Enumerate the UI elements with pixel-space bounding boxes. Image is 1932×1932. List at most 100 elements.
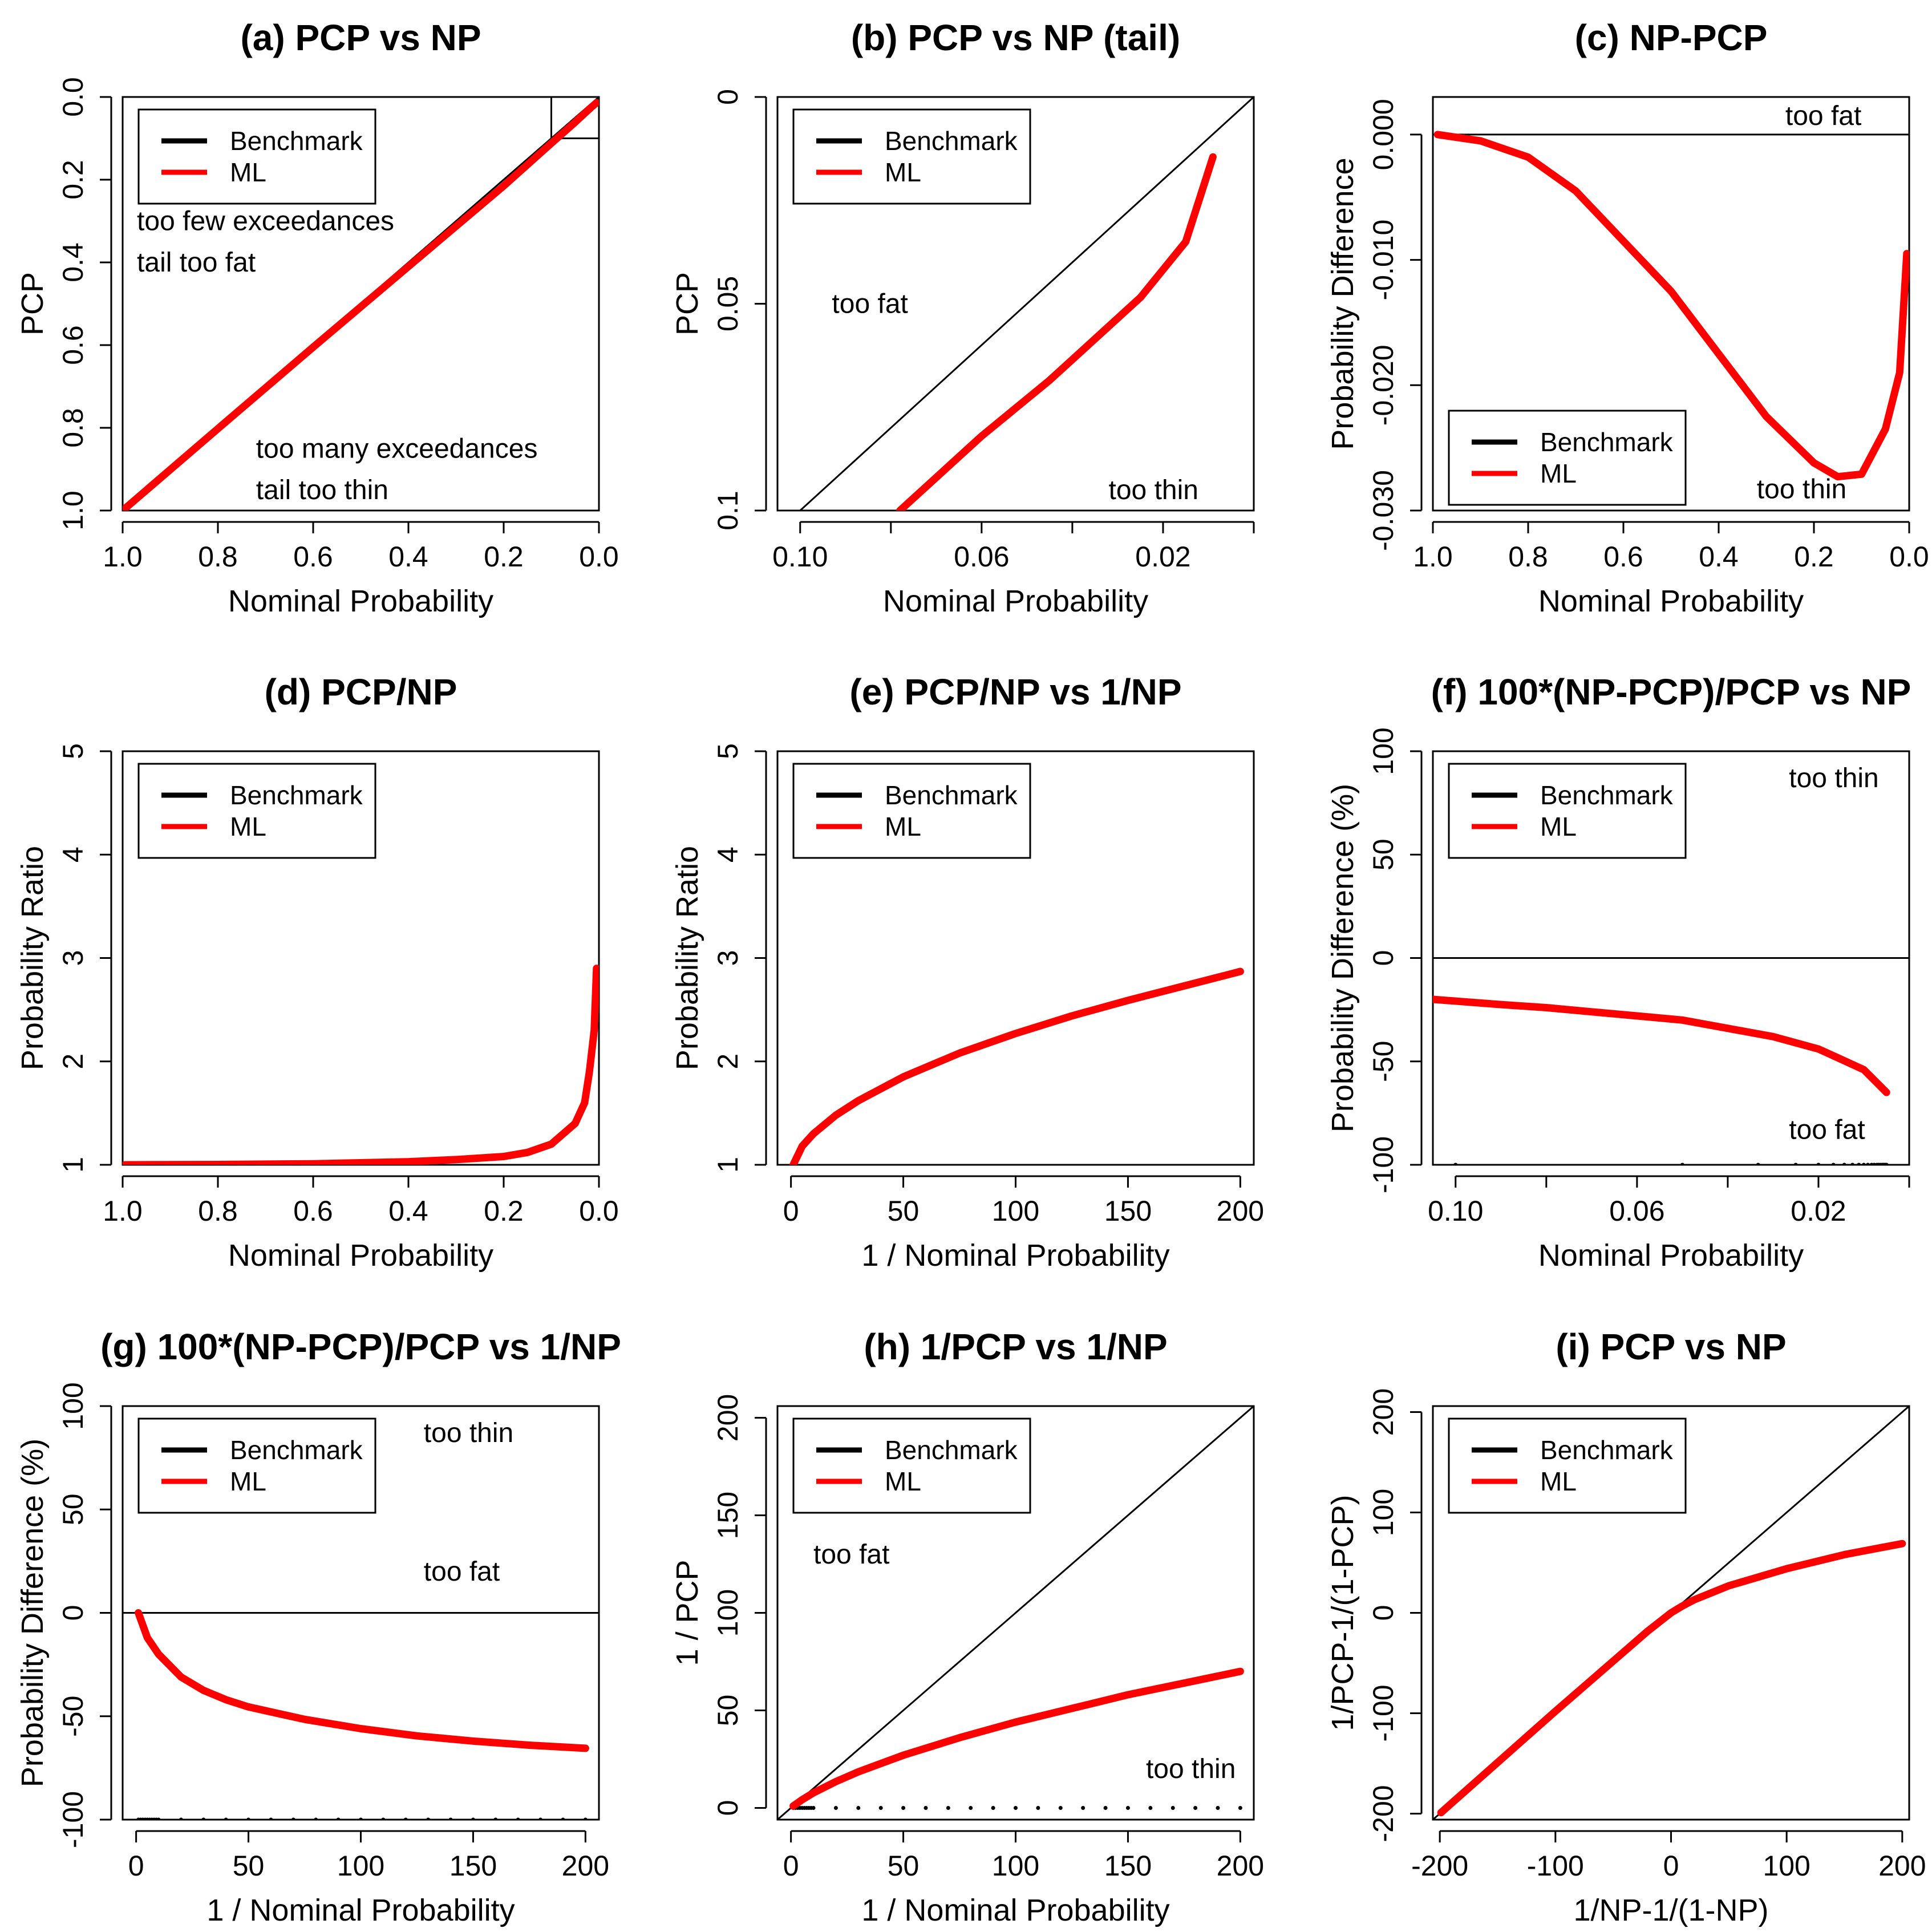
legend-box <box>792 108 1031 205</box>
y-tick-label: 2 <box>57 1054 89 1070</box>
x-axis-label: Nominal Probability <box>1538 584 1804 618</box>
x-tick-label: 0.2 <box>484 1195 524 1227</box>
y-tick-label: 100 <box>712 1589 744 1637</box>
y-tick-label: 100 <box>57 1382 89 1429</box>
y-axis-label: PCP <box>15 272 50 335</box>
legend-benchmark-label: Benchmark <box>230 126 363 156</box>
data-dot <box>1193 1805 1198 1810</box>
y-tick-label: -50 <box>1367 1041 1399 1082</box>
data-dot <box>969 1805 973 1810</box>
data-dot <box>1125 1805 1130 1810</box>
x-tick-label: -200 <box>1411 1850 1468 1882</box>
data-dot <box>269 1817 273 1820</box>
x-tick-label: 0.02 <box>1135 541 1190 573</box>
x-tick-label: 0.8 <box>198 541 238 573</box>
data-dot <box>314 1817 318 1820</box>
annotation: too fat <box>813 1540 889 1570</box>
y-tick-label: 1 <box>712 1157 744 1173</box>
y-tick-label: 0.8 <box>57 408 89 448</box>
x-tick-label: -100 <box>1527 1850 1584 1882</box>
x-tick-label: 0.10 <box>1428 1195 1483 1227</box>
annotation: too thin <box>1146 1754 1236 1784</box>
panel-title: (c) NP-PCP <box>1575 17 1768 58</box>
plot-area <box>777 967 1254 1165</box>
benchmark-line <box>799 97 1254 511</box>
data-dot <box>1680 1163 1684 1165</box>
x-tick-label: 200 <box>1878 1850 1926 1882</box>
annotation: too fat <box>424 1557 500 1587</box>
x-tick-label: 200 <box>1217 1850 1264 1882</box>
data-dot <box>201 1817 206 1820</box>
y-tick-label: 0 <box>1367 1605 1399 1621</box>
x-tick-label: 0.06 <box>954 541 1009 573</box>
data-dot <box>1058 1805 1063 1810</box>
panel-e: (e) PCP/NP vs 1/NP 0 50 100 150 200 1 / Nomina… <box>670 671 1264 1273</box>
legend-box <box>1448 763 1687 859</box>
data-dot <box>901 1805 906 1810</box>
x-axis-label: 1 / Nominal Probability <box>861 1893 1169 1927</box>
annotation: too thin <box>1109 475 1198 505</box>
y-axis-label: Probability Ratio <box>15 846 50 1070</box>
zoom-box <box>550 97 599 139</box>
legend-box <box>137 108 376 205</box>
panel-title: (i) PCP vs NP <box>1556 1326 1786 1367</box>
legend-benchmark-label: Benchmark <box>1540 1435 1674 1465</box>
x-tick-label: 0.0 <box>1889 541 1929 573</box>
y-axis-label: 1 / PCP <box>670 1560 704 1666</box>
data-dot <box>381 1817 386 1820</box>
ml-series-line <box>896 153 1217 511</box>
legend-benchmark-label: Benchmark <box>1540 780 1674 810</box>
y-tick-label: -0.030 <box>1367 470 1399 551</box>
legend-ml-label: ML <box>230 812 266 841</box>
x-tick-label: 0.02 <box>1791 1195 1846 1227</box>
benchmark-line <box>777 1406 1254 1820</box>
x-tick-label: 50 <box>888 1195 920 1227</box>
ml-series-line <box>1437 1540 1906 1817</box>
data-dot <box>1884 1163 1889 1165</box>
y-tick-label: 50 <box>1367 839 1399 870</box>
ml-series-line <box>135 1609 589 1752</box>
x-tick-label: 100 <box>992 1195 1039 1227</box>
y-axis-label: Probability Difference (%) <box>1326 784 1360 1132</box>
y-tick-label: 0.4 <box>57 242 89 282</box>
y-tick-label: -50 <box>57 1696 89 1737</box>
x-tick-label: 0 <box>128 1850 144 1882</box>
data-dot <box>224 1817 228 1820</box>
x-tick-label: 0 <box>1663 1850 1679 1882</box>
y-tick-label: 5 <box>57 743 89 759</box>
ml-series-line <box>789 967 1244 1165</box>
legend-benchmark-label: Benchmark <box>885 1435 1018 1465</box>
panel-title: (g) 100*(NP-PCP)/PCP vs 1/NP <box>100 1326 621 1367</box>
data-dot <box>1756 1163 1760 1165</box>
data-dot <box>1216 1805 1220 1810</box>
legend-ml-label: ML <box>885 1467 921 1496</box>
data-dot <box>1148 1805 1153 1810</box>
data-dot <box>1850 1163 1855 1165</box>
plot-frame <box>776 1405 1255 1821</box>
x-tick-label: 0.0 <box>579 1195 619 1227</box>
annotation: too thin <box>424 1418 513 1448</box>
x-tick-label: 150 <box>449 1850 497 1882</box>
panel-b: (b) PCP vs NP (tail)0.10 0.06 0.02Nominal … <box>670 17 1255 618</box>
x-axis-label: Nominal Probability <box>883 584 1148 618</box>
ml-series-line <box>1433 995 1890 1096</box>
y-tick-label: 0 <box>57 1605 89 1621</box>
legend-ml-label: ML <box>1540 812 1577 841</box>
y-tick-label: 200 <box>1367 1388 1399 1436</box>
data-dot <box>336 1817 341 1820</box>
y-tick-label: 5 <box>712 743 744 759</box>
data-dot <box>1857 1163 1861 1165</box>
data-dot <box>1831 1163 1836 1165</box>
x-tick-label: 200 <box>1217 1195 1264 1227</box>
annotation: too thin <box>1757 475 1846 505</box>
legend-ml-label: ML <box>885 812 921 841</box>
y-tick-label: 2 <box>712 1054 744 1070</box>
data-dot <box>1081 1805 1086 1810</box>
data-dot <box>856 1805 861 1810</box>
data-dot <box>156 1817 161 1820</box>
y-tick-label: 50 <box>712 1695 744 1727</box>
